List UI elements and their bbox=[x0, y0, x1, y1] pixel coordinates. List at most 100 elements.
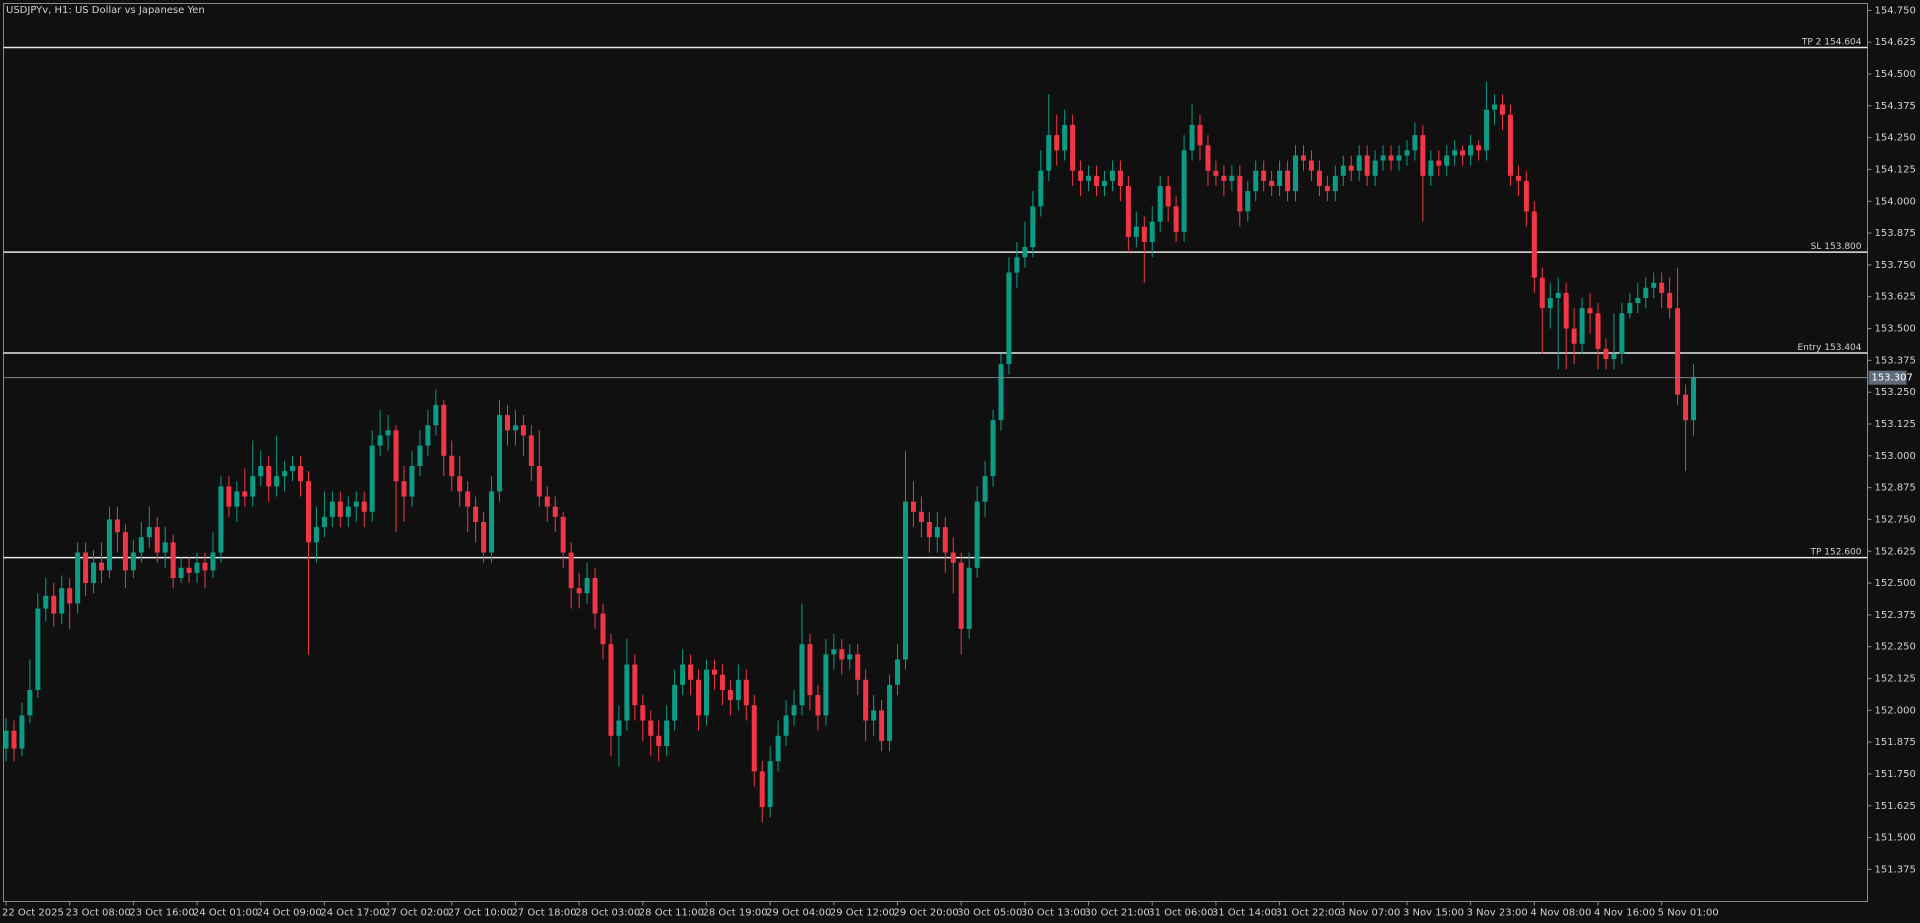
candle-body bbox=[608, 644, 614, 736]
candle-body bbox=[1277, 170, 1283, 187]
candle-body bbox=[1515, 175, 1521, 181]
candle-body bbox=[895, 659, 901, 685]
candle-body bbox=[1308, 160, 1314, 171]
plot-frame bbox=[3, 3, 1868, 902]
y-tick-label: 154.500 bbox=[1875, 69, 1916, 80]
candle-body bbox=[441, 404, 447, 456]
y-tick-label: 152.625 bbox=[1875, 546, 1916, 557]
candle-body bbox=[871, 710, 877, 721]
candle-body bbox=[926, 521, 932, 538]
candle-body bbox=[43, 595, 49, 609]
candle-body bbox=[759, 771, 765, 808]
x-tick-label: 30 Oct 21:00 bbox=[1085, 908, 1150, 919]
candle-body bbox=[1539, 277, 1545, 309]
candle-body bbox=[958, 562, 964, 629]
y-tick-label: 152.875 bbox=[1875, 483, 1916, 494]
candle-body bbox=[1022, 247, 1028, 258]
candle-body bbox=[791, 705, 797, 716]
candle-body bbox=[807, 644, 813, 696]
candle-body bbox=[313, 527, 319, 543]
y-tick-label: 154.750 bbox=[1875, 5, 1916, 16]
y-tick-label: 151.375 bbox=[1875, 864, 1916, 875]
candle-body bbox=[1452, 150, 1458, 156]
candle-body bbox=[114, 519, 120, 533]
candle-body bbox=[138, 537, 144, 553]
y-tick-label: 153.750 bbox=[1875, 260, 1916, 271]
candle-body bbox=[1324, 186, 1330, 192]
candle-body bbox=[1141, 226, 1147, 242]
candle-body bbox=[664, 720, 670, 746]
candle-body bbox=[910, 501, 916, 512]
candle-body bbox=[560, 516, 566, 553]
candle-body bbox=[234, 491, 240, 507]
candle-body bbox=[353, 501, 359, 507]
candle-body bbox=[863, 679, 869, 721]
candle-body bbox=[274, 476, 280, 487]
candle-body bbox=[1428, 160, 1434, 176]
candle-body bbox=[512, 425, 518, 431]
candle-body bbox=[497, 415, 503, 492]
candle-body bbox=[298, 465, 304, 482]
candle-body bbox=[1094, 175, 1100, 187]
candle-body bbox=[122, 532, 128, 571]
candle-body bbox=[1404, 150, 1410, 156]
x-tick-label: 28 Oct 19:00 bbox=[702, 908, 767, 919]
candle-body bbox=[425, 425, 431, 446]
candle-body bbox=[1364, 155, 1370, 176]
candle-body bbox=[83, 552, 89, 584]
candle-body bbox=[1165, 186, 1171, 207]
candle-body bbox=[576, 588, 582, 594]
y-tick-label: 154.625 bbox=[1875, 37, 1916, 48]
candle-body bbox=[1149, 221, 1155, 242]
level-name: Entry bbox=[1797, 342, 1822, 352]
candle-body bbox=[202, 562, 208, 571]
candle-body bbox=[218, 486, 224, 553]
candle-body bbox=[1563, 292, 1569, 329]
candle-body bbox=[1651, 282, 1657, 288]
candle-body bbox=[751, 705, 757, 772]
y-tick-label: 151.500 bbox=[1875, 833, 1916, 844]
candle-body bbox=[1316, 170, 1322, 187]
candle-body bbox=[1356, 155, 1362, 171]
candle-body bbox=[369, 445, 375, 512]
candle-body bbox=[1125, 186, 1131, 237]
candle-body bbox=[1173, 206, 1179, 232]
candle-body bbox=[1006, 272, 1012, 365]
candle-body bbox=[998, 364, 1004, 421]
x-tick-label: 29 Oct 20:00 bbox=[894, 908, 959, 919]
y-tick-label: 152.000 bbox=[1875, 705, 1916, 716]
candle-body bbox=[51, 595, 57, 614]
x-tick-label: 27 Oct 02:00 bbox=[384, 908, 449, 919]
candle-body bbox=[632, 664, 638, 706]
candle-body bbox=[337, 501, 343, 517]
candle-body bbox=[409, 465, 415, 497]
y-tick-label: 152.500 bbox=[1875, 578, 1916, 589]
candle-body bbox=[1237, 175, 1243, 212]
candle-body bbox=[1038, 170, 1044, 207]
candle-body bbox=[1101, 180, 1107, 187]
candle-body bbox=[210, 552, 216, 571]
candle-body bbox=[982, 476, 988, 502]
candle-body bbox=[19, 715, 25, 749]
x-tick-label: 5 Nov 01:00 bbox=[1658, 908, 1719, 919]
candle-body bbox=[1046, 135, 1052, 171]
level-label: TP 152.600 bbox=[1809, 547, 1861, 557]
candle-body bbox=[1213, 170, 1219, 176]
candle-body bbox=[735, 679, 741, 701]
candle-body bbox=[1667, 292, 1673, 309]
candle-body bbox=[552, 506, 558, 517]
x-tick-label: 27 Oct 10:00 bbox=[448, 908, 513, 919]
candle-body bbox=[481, 521, 487, 553]
y-tick-label: 154.125 bbox=[1875, 164, 1916, 175]
candle-body bbox=[568, 552, 574, 589]
candle-body bbox=[1507, 114, 1513, 176]
x-tick-label: 30 Oct 13:00 bbox=[1021, 908, 1086, 919]
candle-body bbox=[1675, 308, 1681, 395]
level-value: 153.404 bbox=[1824, 342, 1861, 352]
candle-body bbox=[146, 527, 152, 538]
candle-body bbox=[520, 425, 526, 436]
candle-body bbox=[1643, 287, 1649, 298]
x-tick-label: 29 Oct 04:00 bbox=[766, 908, 831, 919]
candle-body bbox=[1420, 135, 1426, 176]
